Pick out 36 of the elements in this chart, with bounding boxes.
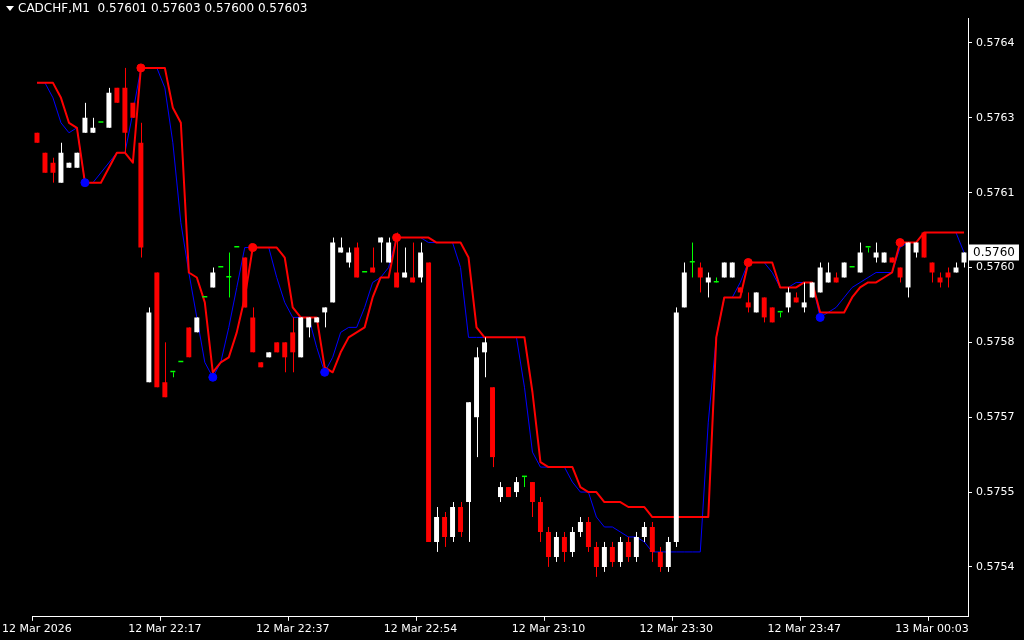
- y-tick-label: 0.5755: [976, 484, 1015, 498]
- point: [320, 367, 330, 377]
- y-tick-label: 0.5754: [976, 559, 1015, 573]
- x-tick-label: 13 Mar 00:03: [895, 622, 969, 636]
- x-tick-label: 12 Mar 2026: [2, 622, 72, 636]
- chart-title: CADCHF,M1 0.57601 0.57603 0.57600 0.57603: [18, 1, 308, 15]
- candlestick: [881, 252, 887, 264]
- x-tick-label: 12 Mar 23:47: [767, 622, 841, 636]
- candlestick: [721, 262, 727, 278]
- candlestick: [865, 246, 871, 254]
- y-tick-label: 0.5760: [976, 260, 1015, 274]
- candlestick: [921, 232, 927, 259]
- candlestick: [154, 271, 160, 388]
- point: [743, 258, 753, 268]
- x-tick-label: 12 Mar 22:37: [255, 622, 330, 636]
- x-tick-label: 12 Mar 22:17: [128, 622, 202, 636]
- y-tick-label: 0.5757: [976, 410, 1015, 424]
- point: [80, 178, 90, 188]
- point: [208, 372, 218, 382]
- x-tick-label: 12 Mar 23:10: [511, 622, 586, 636]
- point: [136, 63, 146, 73]
- candlestick: [242, 257, 248, 308]
- y-tick-label: 0.5758: [976, 335, 1015, 349]
- point: [392, 233, 402, 243]
- y-tick-label: 0.5761: [976, 185, 1015, 199]
- point: [815, 312, 825, 322]
- y-tick-label: 0.5763: [976, 110, 1015, 124]
- y-tick-label: 0.5764: [976, 35, 1015, 49]
- candlestick: [889, 257, 895, 264]
- x-tick-label: 12 Mar 22:54: [383, 622, 458, 636]
- point: [248, 243, 258, 253]
- candlestick: [841, 262, 847, 278]
- point: [895, 238, 905, 248]
- candlestick: [689, 242, 695, 278]
- x-tick-label: 12 Mar 23:30: [639, 622, 714, 636]
- candlestick: [729, 262, 735, 278]
